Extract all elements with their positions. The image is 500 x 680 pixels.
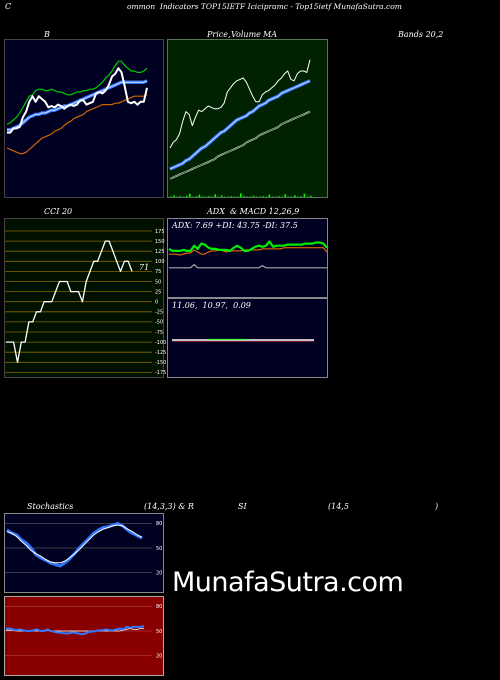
rsi-params: (14,5 [328,502,349,511]
cci-panel: 175 150 125 100 75 50 25 0 -25 -50 -75 -100 -125 -150… [4,218,166,378]
volume-bar [300,196,303,197]
adx-line [169,263,327,269]
cci-last-value: 71 [139,263,149,272]
page-title: ommon Indicators TOP15IETF Icicipramc - … [127,2,402,11]
cci-label: CCI 20 [44,207,73,216]
rsi-tick-label: 20 [156,653,162,659]
bb-price-line [7,67,148,134]
volume-bar [240,193,242,197]
volume-bar [189,193,191,197]
rsi-chart: 80 50 20 [5,604,162,659]
cci-tick-label: 75 [155,269,161,275]
volume-bar [208,196,210,197]
volume-bar [185,195,188,197]
volume-bar [220,195,223,197]
c-label: C [5,2,12,11]
bollinger-chart [6,60,148,155]
stoch-panel: 80 50 20 [4,513,164,593]
volume-bar [252,195,255,197]
cci-tick-label: 50 [155,279,161,285]
stoch-d-line [6,524,143,564]
ma-slow-inner [169,111,311,180]
cci-tick-label: 100 [155,259,165,265]
volume-bar [303,193,306,197]
bands-label: Bands 20,2 [398,30,444,39]
cci-tick-label: -50 [155,320,163,326]
volume-bar [198,194,201,197]
cci-tick-label: -100 [155,340,166,346]
cci-tick-label: -125 [155,350,166,356]
cci-tick-label: 175 [155,229,165,235]
rsi-tick-label: 50 [156,629,162,635]
adx-chart [168,240,328,269]
volume-bar [310,195,312,197]
volume-label: Volume [231,30,261,39]
stoch-label: Stochastics [27,502,74,511]
volume-bar [179,196,182,197]
stoch-tick-label: 80 [156,521,162,527]
cci-tick-label: -175 [155,370,166,376]
ma-fast-highlight [169,80,311,170]
volume-bar [230,196,233,197]
ma-panel [167,39,328,198]
rsi-close: ) [435,502,439,511]
cci-tick-label: 150 [155,239,165,245]
bollinger-panel [4,39,164,198]
rsi-panel: 80 50 20 [4,596,164,676]
watermark: MunafaSutra.com [172,567,404,598]
volume-bar [243,196,245,197]
plus-di-line [168,240,328,252]
cci-tick-label: 0 [155,300,158,306]
stoch-tick-label: 50 [156,546,162,552]
ma-price-line [169,59,311,149]
price-label: Price, [207,30,231,39]
stoch-params: (14,3,3) & R [144,502,194,511]
bollinger-label: B [44,30,50,39]
rsi-line [6,625,145,636]
adx-macd-label: ADX & MACD 12,26,9 [207,207,300,216]
cci-chart: 175 150 125 100 75 50 25 0 -25 -50 -75 -100 -125 -150… [5,229,166,376]
volume-bar [214,194,217,197]
bb-lower-line [6,94,148,155]
volume-bar [173,195,175,197]
volume-bar [278,196,280,197]
cci-tick-label: -150 [155,360,166,366]
ma-fast-line [169,79,311,171]
cci-tick-label: 125 [155,249,165,255]
cci-tick-label: -75 [155,330,163,336]
cci-line [6,240,133,363]
bb-upper-line [6,60,148,125]
macd-values: 11.06, 10.97, 0.09 [172,301,251,310]
ma-label: MA [263,30,277,39]
volume-bar [268,194,271,197]
macd-chart [172,338,314,342]
macd-panel: 11.06, 10.97, 0.09 [167,298,328,378]
si-label: SI [238,502,247,511]
stoch-chart: 80 50 20 [5,521,162,576]
stoch-k-line [6,521,143,568]
adx-panel: ADX: 7.69 +DI: 43.75 -DI: 37.5 [167,218,328,298]
cci-tick-label: 25 [155,289,161,295]
volume-bar [195,196,198,197]
cci-tick-label: -25 [155,310,163,316]
adx-values: ADX: 7.69 +DI: 43.75 -DI: 37.5 [172,221,298,230]
volume-bar [294,195,296,197]
ma-chart [169,59,312,197]
stoch-tick-label: 20 [156,570,162,576]
volume-bar [262,196,264,197]
volume-bar [284,194,287,197]
rsi-tick-label: 80 [156,604,162,610]
